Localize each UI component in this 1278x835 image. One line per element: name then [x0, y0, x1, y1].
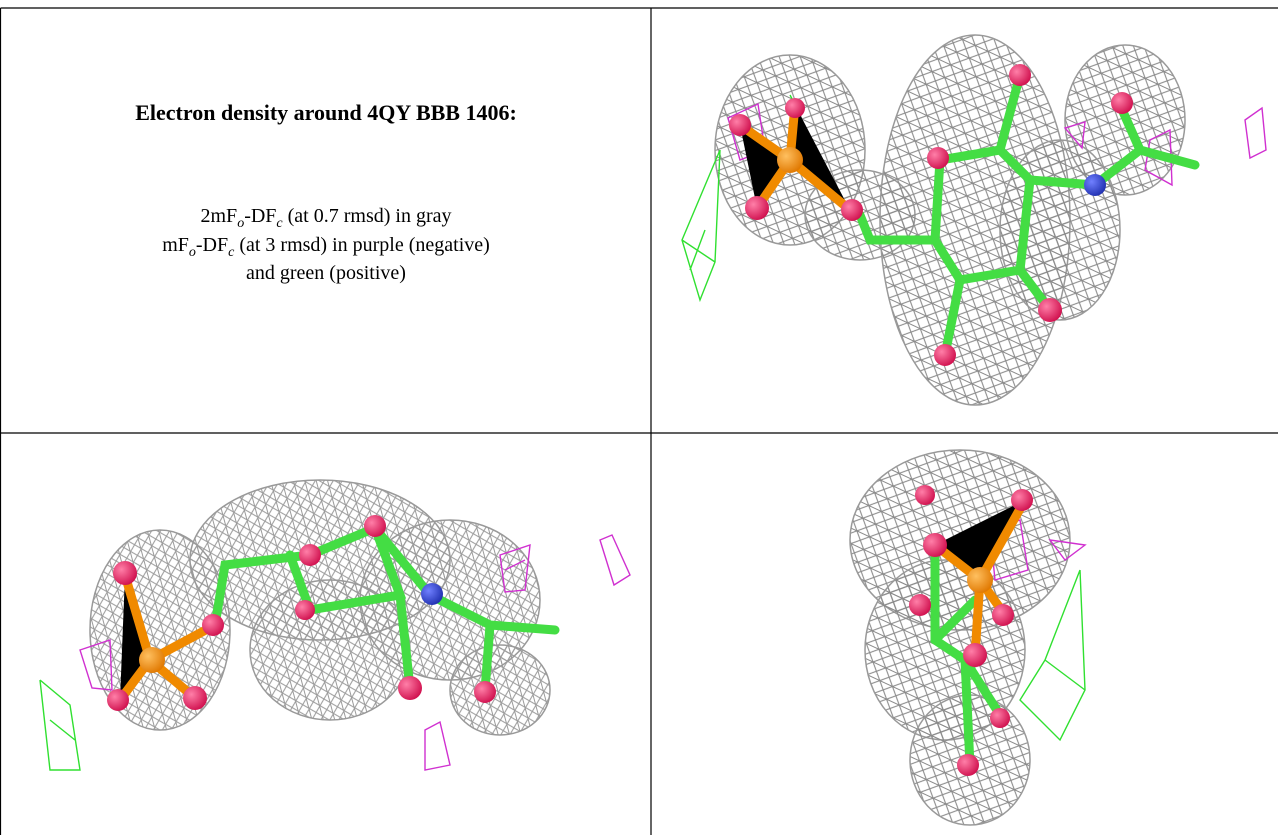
page: Electron density around 4QY BBB 1406: 2m… [0, 0, 1278, 835]
caption-line: mFo-DFc (at 3 rmsd) in purple (negative) [162, 234, 490, 260]
subscript: o [237, 216, 244, 231]
text-run: 2mF [201, 205, 238, 227]
text-run: (at 3 rmsd) in purple (negative) [234, 234, 489, 256]
subscript: o [189, 245, 196, 260]
text-run: (at 0.7 rmsd) in gray [283, 205, 452, 227]
caption-title: Electron density around 4QY BBB 1406: [135, 100, 517, 125]
text-run: -DF [196, 234, 228, 256]
text-run: mF [162, 234, 189, 256]
density-render-3 [850, 450, 1085, 825]
text-run: -DF [244, 205, 276, 227]
density-render-1 [682, 35, 1266, 405]
caption-line: and green (positive) [246, 262, 406, 284]
caption-line: 2mFo-DFc (at 0.7 rmsd) in gray [201, 205, 452, 231]
density-render-2 [40, 480, 630, 770]
figure-table: Electron density around 4QY BBB 1406: 2m… [0, 0, 1278, 835]
